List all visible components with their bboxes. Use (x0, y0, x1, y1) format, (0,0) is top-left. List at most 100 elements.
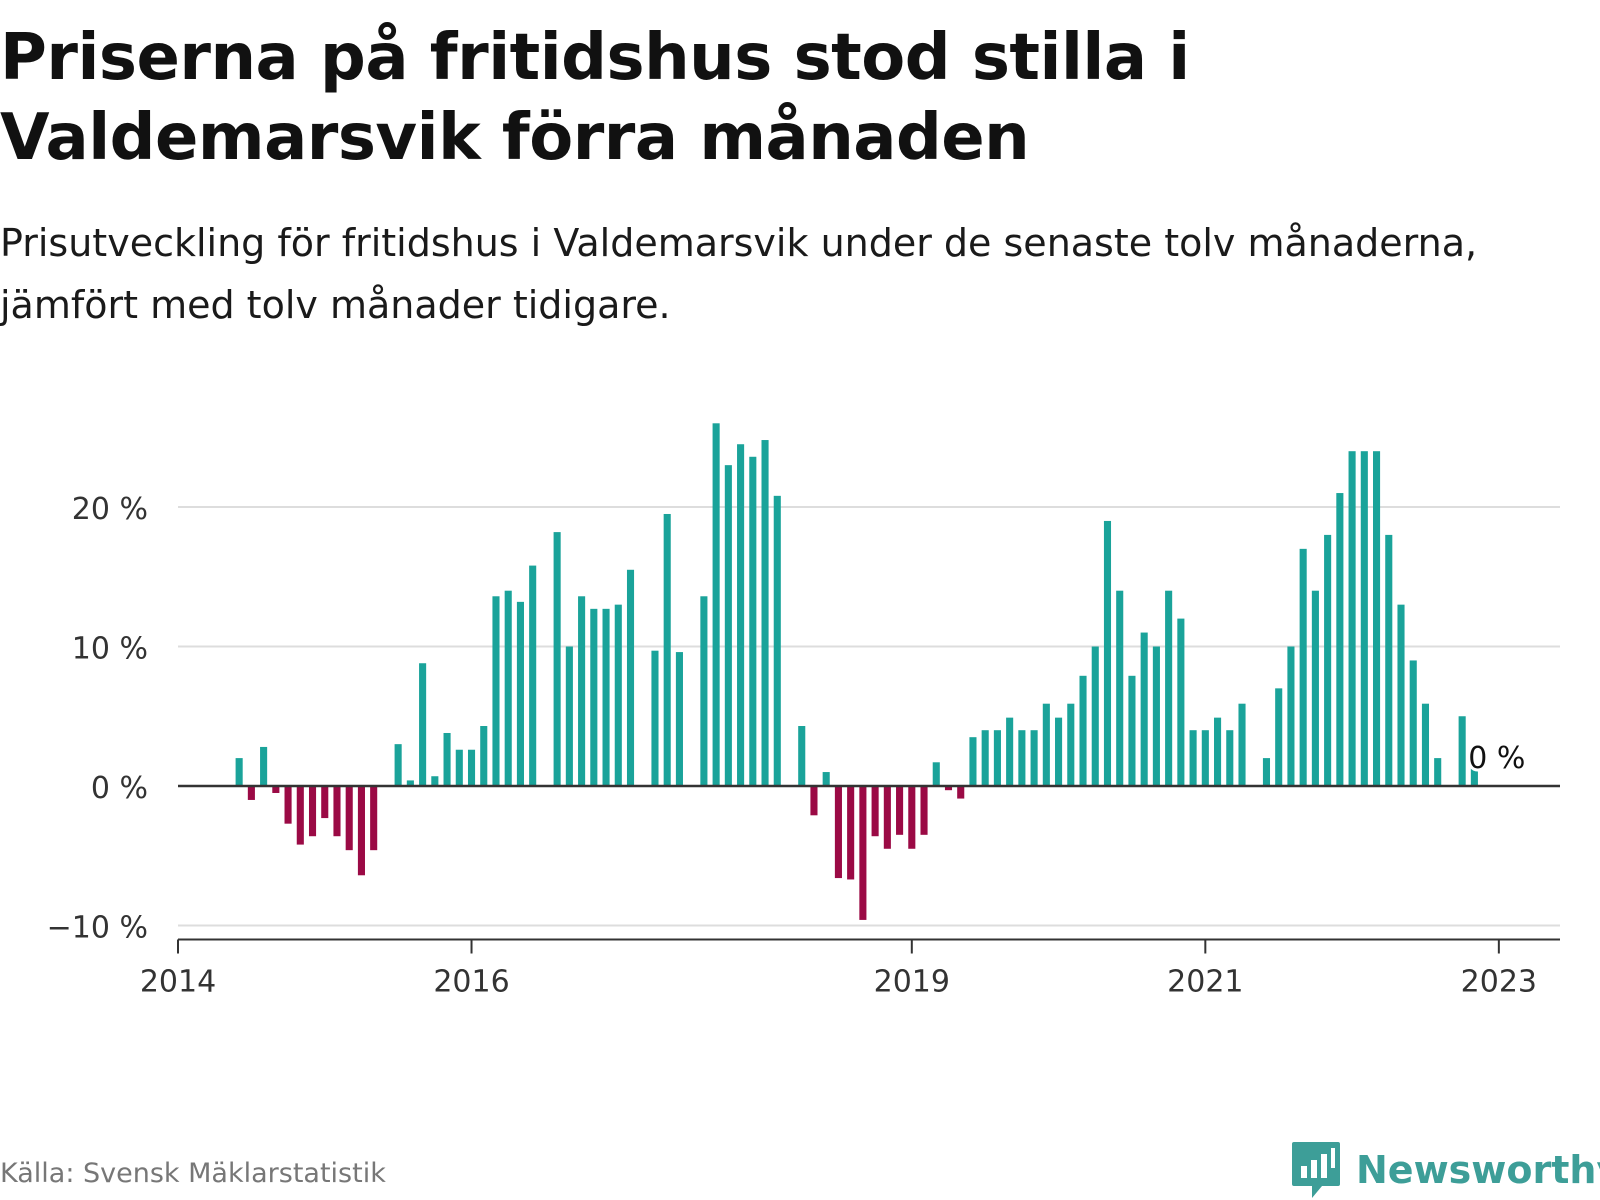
bar (406, 780, 414, 786)
bar (712, 423, 720, 786)
bar (663, 513, 671, 786)
bar (1311, 590, 1319, 786)
bar (296, 786, 304, 845)
bar (1262, 758, 1271, 786)
bar (1385, 534, 1393, 786)
bar (370, 786, 378, 851)
bar (467, 749, 476, 786)
bar (883, 786, 891, 849)
x-tick-label: 2023 (1461, 965, 1537, 1000)
bar (590, 608, 598, 786)
y-axis-labels: −10 % 0 % 10 % 20 % (47, 492, 148, 946)
y-tick-label: −10 % (47, 911, 148, 946)
bar (357, 786, 365, 876)
bar (1397, 604, 1405, 786)
x-axis: 2014 2016 2019 2021 2023 (140, 784, 1560, 1000)
bar (1324, 534, 1332, 786)
bar (1140, 632, 1148, 786)
bar (1006, 717, 1014, 786)
bar (1177, 618, 1185, 786)
bar (1373, 451, 1381, 786)
bar (492, 596, 500, 786)
bar (308, 786, 317, 837)
bar (1348, 451, 1356, 786)
bar (675, 652, 683, 786)
bar (1409, 660, 1417, 786)
bar (1214, 717, 1222, 786)
bars (235, 423, 1478, 920)
bar (969, 737, 977, 786)
bar (822, 772, 830, 786)
bar (1434, 758, 1442, 786)
bar (957, 786, 965, 799)
newsworthy-logo-icon (1292, 1142, 1340, 1198)
bar (431, 776, 439, 786)
bar (896, 786, 904, 835)
bar (761, 440, 769, 786)
bar (614, 604, 622, 786)
bar (333, 786, 341, 837)
x-tick-label: 2014 (140, 965, 216, 1000)
bar (651, 650, 659, 786)
bar (260, 746, 268, 786)
bar (1336, 493, 1344, 786)
bar (1238, 703, 1246, 786)
bar (859, 786, 867, 920)
bar (1421, 703, 1430, 786)
bar (565, 646, 573, 786)
bar (272, 786, 280, 793)
bar (1299, 548, 1307, 786)
bar (993, 730, 1001, 786)
bar (1116, 590, 1124, 786)
bar (773, 495, 781, 786)
bar (1152, 646, 1160, 786)
bar (810, 786, 818, 816)
bar (724, 465, 732, 786)
bar (1042, 703, 1050, 786)
bar (1067, 703, 1075, 786)
x-tick-label: 2021 (1167, 965, 1243, 1000)
bar (529, 565, 537, 786)
bar (1287, 646, 1295, 786)
bar (419, 663, 427, 786)
bar (1275, 688, 1283, 786)
bar (1018, 730, 1026, 786)
source-note: Källa: Svensk Mäklarstatistik (0, 1158, 386, 1189)
annotations: 0 % (1465, 738, 1528, 779)
bar (1201, 730, 1209, 786)
y-tick-label: 20 % (72, 492, 148, 527)
bar (455, 749, 463, 786)
bar (944, 786, 953, 791)
bar (578, 596, 586, 786)
bar (235, 758, 243, 786)
x-tick-label: 2019 (874, 965, 950, 1000)
bar (1458, 716, 1466, 786)
bar (1360, 451, 1368, 786)
bar-chart: −10 % 0 % 10 % 20 % 2014 2016 2019 2021 2023 0 … (47, 423, 1560, 1000)
chart-title: Priserna på fritidshus stod stilla i Val… (0, 21, 1190, 175)
y-tick-label: 10 % (72, 632, 148, 667)
bar (871, 786, 879, 837)
bar (1091, 646, 1099, 786)
bar (1030, 730, 1038, 786)
bar (394, 744, 402, 786)
data-label: 0 % (1468, 741, 1525, 776)
bar (1128, 675, 1136, 786)
bar (749, 456, 757, 786)
bar (700, 596, 708, 786)
bar (834, 786, 842, 879)
bar (345, 786, 353, 851)
bar (932, 762, 940, 786)
bar (847, 786, 855, 880)
bar (626, 569, 635, 786)
bar (1103, 520, 1112, 786)
bar (480, 726, 488, 786)
bar (553, 532, 561, 786)
bar (443, 732, 451, 786)
x-tick-label: 2016 (433, 965, 509, 1000)
bar (247, 786, 255, 800)
bar (737, 444, 745, 786)
bar (516, 601, 524, 786)
bar (1055, 717, 1063, 786)
bar (504, 590, 512, 786)
